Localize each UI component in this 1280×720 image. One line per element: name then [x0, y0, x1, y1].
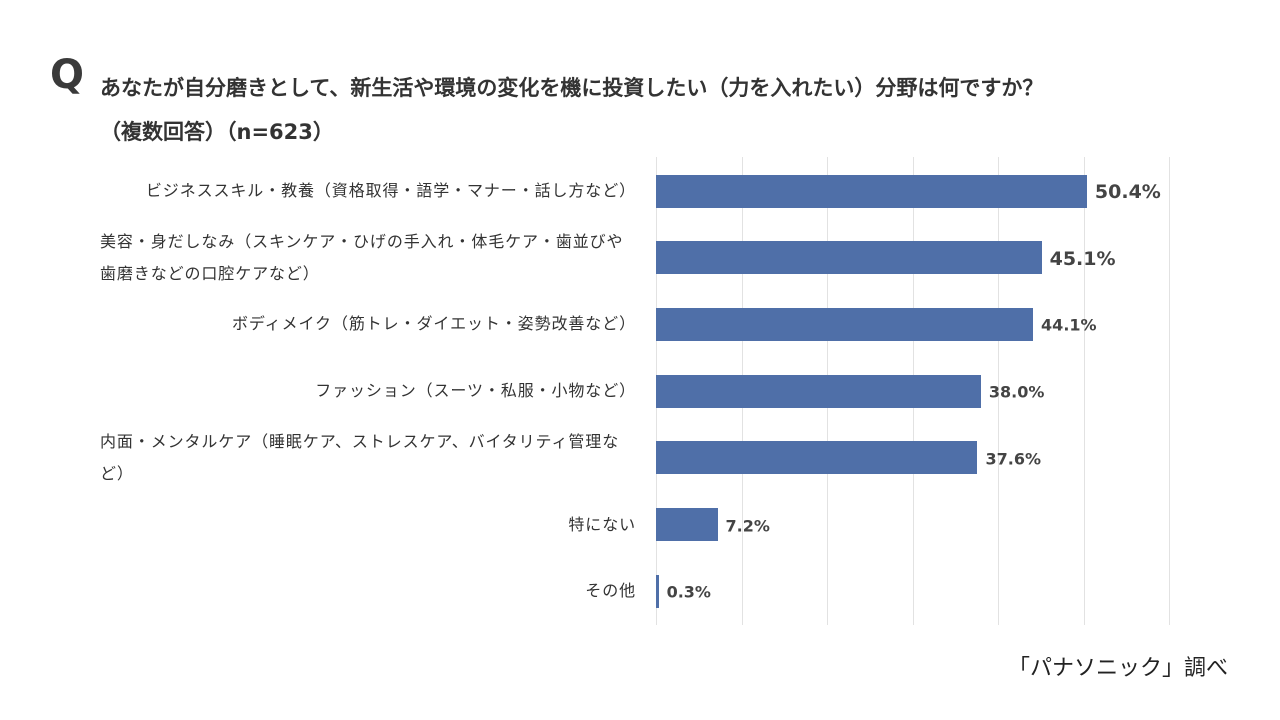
grid-line	[998, 157, 999, 625]
bar	[656, 508, 718, 541]
y-tick-label: ビジネススキル・教養（資格取得・語学・マナー・話し方など）	[145, 181, 636, 200]
y-tick-label: ファッション（スーツ・私服・小物など）	[315, 381, 636, 401]
source: 「パナソニック」調べ	[1007, 656, 1228, 681]
value-label: 38.0%	[988, 382, 1045, 402]
category-row: 特にない	[100, 492, 636, 558]
category-row: その他	[100, 558, 636, 624]
y-tick-label: その他	[585, 581, 636, 601]
chart-subtitle: （複数回答）（n=623）	[100, 120, 334, 144]
bar	[656, 574, 659, 608]
bar	[656, 241, 1042, 275]
value-label: 50.4%	[1094, 181, 1161, 203]
value-label: 37.6%	[985, 449, 1041, 469]
value-label: 0.3%	[666, 582, 711, 602]
bar	[656, 441, 978, 475]
grid-line	[1169, 157, 1170, 625]
category-row: ビジネススキル・教養（資格取得・語学・マナー・話し方など）	[100, 158, 636, 224]
question-marker: Q	[50, 52, 85, 98]
bar	[656, 374, 981, 408]
grid-line	[1083, 157, 1085, 625]
y-tick-label: ボディメイク（筋トレ・ダイエット・姿勢改善など）	[231, 314, 636, 334]
category-row: ボディメイク（筋トレ・ダイエット・姿勢改善など）	[100, 291, 636, 357]
value-label: 44.1%	[1041, 315, 1097, 335]
bar	[656, 307, 1034, 341]
y-tick-label: 特にない	[568, 514, 636, 534]
bar	[656, 174, 1087, 208]
category-row: ファッション（スーツ・私服・小物など）	[100, 358, 636, 424]
y-tick-label: 内面・メンタルケア（睡眠ケア、ストレスケア、バイタリティ管理など）	[100, 431, 620, 483]
category-row: 内面・メンタルケア（睡眠ケア、ストレスケア、バイタリティ管理など）	[100, 425, 636, 491]
value-label: 45.1%	[1049, 247, 1116, 270]
y-tick-label: 美容・身だしなみ（スキンケア・ひげの手入れ・体毛ケア・歯並びや歯磨きなどの口腔ケ…	[100, 231, 624, 283]
category-row: 美容・身だしなみ（スキンケア・ひげの手入れ・体毛ケア・歯並びや歯磨きなどの口腔ケ…	[100, 225, 636, 291]
chart-title: あなたが自分磨きとして、新生活や環境の変化を機に投資したい（力を入れたい）分野は…	[100, 76, 1044, 100]
value-label: 7.2%	[725, 516, 770, 535]
